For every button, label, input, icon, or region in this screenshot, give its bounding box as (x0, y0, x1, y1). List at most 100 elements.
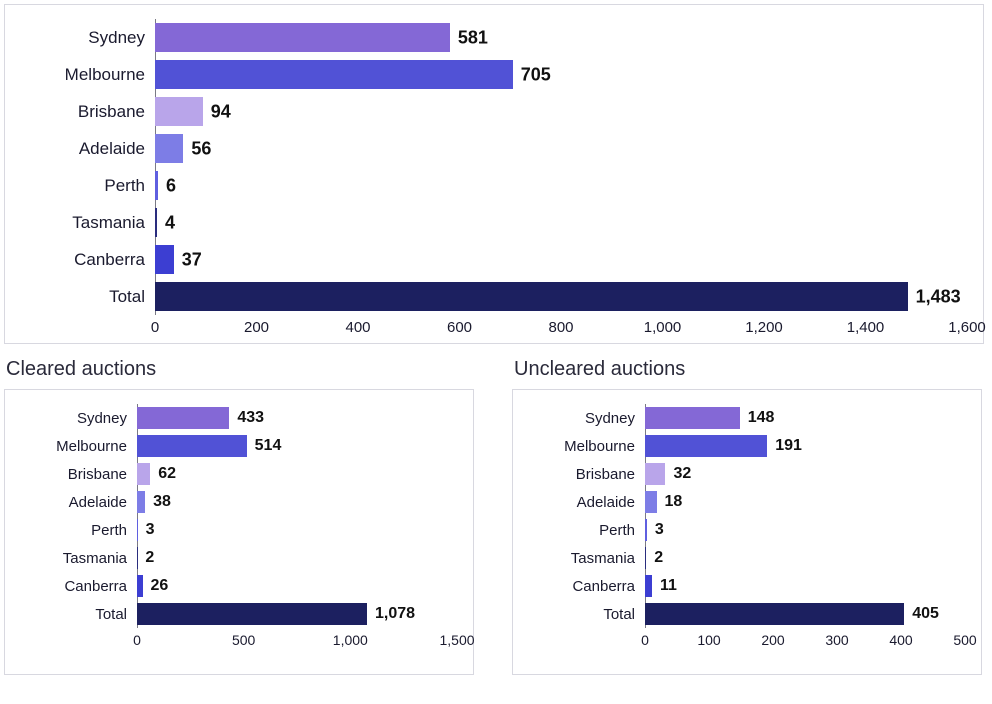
cleared-chart-wrap: Cleared auctions Sydney433Melbourne514Br… (4, 358, 474, 675)
category-label: Canberra (21, 578, 137, 595)
category-label: Total (21, 287, 155, 307)
bar (137, 463, 150, 485)
category-label: Tasmania (21, 213, 155, 233)
uncleared-chart-title: Uncleared auctions (514, 358, 982, 381)
category-label: Total (529, 606, 645, 623)
category-label: Sydney (21, 28, 155, 48)
bottom-row: Cleared auctions Sydney433Melbourne514Br… (4, 358, 988, 675)
value-label: 56 (183, 138, 211, 159)
top-chart-plot: Sydney 581 Melbourne 705 Brisbane 94 Adelaide 5… (21, 19, 967, 345)
bar (645, 575, 652, 597)
cleared-chart-box: Sydney433Melbourne514 Brisbane 62 Adelaide 3… (4, 389, 474, 675)
value-label: 191 (767, 437, 802, 455)
tick-label: 0 (641, 632, 649, 648)
category-label: Sydney (529, 410, 645, 427)
bar (645, 463, 665, 485)
bar-row: Tasmania2 (21, 544, 457, 572)
category-label: Brisbane (529, 466, 645, 483)
value-label: 514 (247, 437, 282, 455)
tick-label: 100 (697, 632, 720, 648)
bar-row: Melbourne514 (21, 432, 457, 460)
bar-row: Perth3 (21, 516, 457, 544)
bar-row: Sydney148 (529, 404, 965, 432)
tick-label: 1,000 (644, 319, 682, 336)
tick-label: 1,600 (948, 319, 986, 336)
bar (155, 97, 203, 127)
value-label: 38 (145, 493, 171, 511)
category-label: Brisbane (21, 102, 155, 122)
bar (155, 23, 450, 53)
tick-label: 500 (953, 632, 976, 648)
category-label: Brisbane (21, 466, 137, 483)
bar-row: Brisbane 94 (21, 93, 967, 130)
uncleared-chart-plot: Sydney148Melbourne191Brisbane32Adelaide1… (529, 404, 965, 654)
bar-row: Tasmania4 (21, 204, 967, 241)
value-label: 3 (647, 521, 664, 539)
value-label: 405 (904, 605, 939, 623)
tick-label: 500 (232, 632, 255, 648)
bar-row: Adelaide 56 (21, 130, 967, 167)
tick-label: 600 (447, 319, 472, 336)
bar (645, 491, 657, 513)
category-label: Canberra (529, 578, 645, 595)
tick-label: 0 (133, 632, 141, 648)
category-label: Perth (21, 176, 155, 196)
category-label: Adelaide (21, 494, 137, 511)
tick-label: 200 (244, 319, 269, 336)
value-label: 705 (513, 64, 551, 85)
tick-label: 200 (761, 632, 784, 648)
bar-row: Adelaide18 (529, 488, 965, 516)
bar (137, 435, 247, 457)
tick-label: 300 (825, 632, 848, 648)
category-label: Melbourne (529, 438, 645, 455)
bar (155, 134, 183, 164)
bar (155, 60, 513, 90)
tick-label: 800 (548, 319, 573, 336)
category-label: Adelaide (21, 139, 155, 159)
value-label: 94 (203, 101, 231, 122)
category-label: Perth (529, 522, 645, 539)
bar (645, 603, 904, 625)
value-label: 62 (150, 465, 176, 483)
bar-row: Tasmania2 (529, 544, 965, 572)
tick-label: 0 (151, 319, 159, 336)
bar-row: Melbourne 705 (21, 56, 967, 93)
category-label: Sydney (21, 410, 137, 427)
tick-label: 1,400 (847, 319, 885, 336)
value-label: 32 (665, 465, 691, 483)
value-label: 11 (652, 577, 677, 595)
bar-row: Sydney 581 (21, 19, 967, 56)
bar-row: Melbourne 191 (529, 432, 965, 460)
bar-row: Perth6 (21, 167, 967, 204)
value-label: 1,078 (367, 605, 415, 623)
category-label: Perth (21, 522, 137, 539)
bar (155, 282, 908, 312)
tick-label: 1,000 (333, 632, 368, 648)
value-label: 581 (450, 27, 488, 48)
x-axis: 02004006008001,0001,2001,4001,600 (21, 315, 967, 345)
uncleared-chart-box: Sydney148Melbourne191Brisbane32Adelaide1… (512, 389, 982, 675)
bar (137, 491, 145, 513)
bar-row: Brisbane 62 (21, 460, 457, 488)
value-label: 4 (157, 212, 175, 233)
top-chart-box: Sydney 581 Melbourne 705 Brisbane 94 Adelaide 5… (4, 4, 984, 344)
uncleared-chart-wrap: Uncleared auctions Sydney148 Melbourne 191… (512, 358, 982, 675)
category-label: Tasmania (21, 550, 137, 567)
cleared-chart-plot: Sydney433Melbourne514 Brisbane 62 Adelaide 3… (21, 404, 457, 654)
value-label: 2 (137, 549, 154, 567)
x-axis: 0100200300400500 (529, 628, 965, 654)
bar-row: Total 1,078 (21, 600, 457, 628)
bar-row: Total1,483 (21, 278, 967, 315)
bar-row: Total 405 (529, 600, 965, 628)
value-label: 2 (646, 549, 663, 567)
bar-row: Sydney433 (21, 404, 457, 432)
value-label: 37 (174, 249, 202, 270)
category-label: Total (21, 606, 137, 623)
bar-row: Adelaide 38 (21, 488, 457, 516)
category-label: Melbourne (21, 65, 155, 85)
bar (645, 407, 740, 429)
value-label: 6 (158, 175, 176, 196)
tick-label: 400 (889, 632, 912, 648)
category-label: Tasmania (529, 550, 645, 567)
bar (137, 407, 229, 429)
